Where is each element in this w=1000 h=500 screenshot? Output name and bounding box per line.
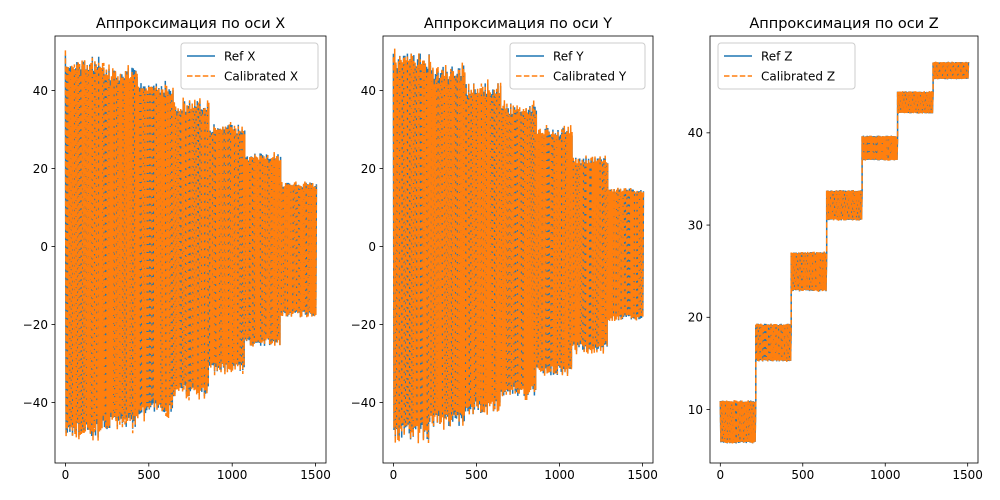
legend-label-2: Calibrated X bbox=[224, 70, 298, 84]
x-tick-label: 0 bbox=[390, 468, 398, 482]
legend: Ref Y Calibrated Y bbox=[509, 42, 646, 90]
legend-label-1: Ref Y bbox=[553, 50, 584, 64]
legend-label-2: Calibrated Y bbox=[553, 70, 627, 84]
chart-panel-2: 0 500 1000 1500 −40 −20 0 20 40 Аппроксимация по … bbox=[351, 16, 658, 482]
plot-area bbox=[719, 61, 970, 444]
x-tick-label: 500 bbox=[137, 468, 160, 482]
y-tick-label: 10 bbox=[688, 403, 703, 417]
chart-title: Аппроксимация по оси X bbox=[96, 16, 285, 32]
axes-frame bbox=[382, 35, 654, 464]
legend-label-1: Ref Z bbox=[761, 50, 792, 64]
y-tick-label: −20 bbox=[23, 318, 48, 332]
plot-area bbox=[392, 48, 645, 444]
x-tick-label: 0 bbox=[716, 468, 724, 482]
x-tick-label: 1000 bbox=[870, 468, 901, 482]
chart-title: Аппроксимация по оси Z bbox=[749, 16, 938, 32]
y-tick-label: 40 bbox=[33, 84, 48, 98]
axes-frame bbox=[709, 35, 979, 464]
x-tick-label: 1500 bbox=[300, 468, 331, 482]
y-tick-label: 0 bbox=[368, 240, 376, 254]
chart-panel-3: 0 500 1000 1500 10 20 30 40 Аппроксимация по оси… bbox=[688, 16, 983, 482]
x-tick-label: 500 bbox=[791, 468, 814, 482]
x-tick-label: 1500 bbox=[627, 468, 658, 482]
x-tick-label: 1000 bbox=[217, 468, 248, 482]
x-tick-label: 500 bbox=[465, 468, 488, 482]
y-tick-label: 40 bbox=[688, 126, 703, 140]
series-line-calibrated bbox=[719, 61, 970, 444]
legend-box bbox=[180, 42, 319, 90]
chart-title: Аппроксимация по оси Y bbox=[424, 16, 612, 32]
y-tick-label: −40 bbox=[351, 396, 376, 410]
x-tick-label: 1000 bbox=[544, 468, 575, 482]
axes-frame bbox=[54, 35, 327, 464]
legend-box bbox=[717, 42, 856, 90]
series-line-calibrated bbox=[392, 48, 645, 444]
y-tick-label: 20 bbox=[33, 162, 48, 176]
series-line-calibrated bbox=[64, 50, 318, 441]
legend: Ref X Calibrated X bbox=[180, 42, 319, 90]
y-tick-label: 0 bbox=[40, 240, 48, 254]
legend-box bbox=[509, 42, 646, 90]
legend-label-2: Calibrated Z bbox=[761, 70, 835, 84]
legend: Ref Z Calibrated Z bbox=[717, 42, 856, 90]
legend-label-1: Ref X bbox=[224, 50, 255, 64]
plot-area bbox=[64, 50, 318, 441]
y-tick-label: −40 bbox=[23, 396, 48, 410]
chart-panel-1: 0 500 1000 1500 −40 −20 0 20 40 Аппроксимация по … bbox=[23, 16, 331, 482]
x-tick-label: 1500 bbox=[952, 468, 983, 482]
y-tick-label: 40 bbox=[361, 84, 376, 98]
y-tick-label: −20 bbox=[351, 318, 376, 332]
y-tick-label: 20 bbox=[361, 162, 376, 176]
y-tick-label: 20 bbox=[688, 311, 703, 325]
y-tick-label: 30 bbox=[688, 218, 703, 232]
x-tick-label: 0 bbox=[62, 468, 70, 482]
